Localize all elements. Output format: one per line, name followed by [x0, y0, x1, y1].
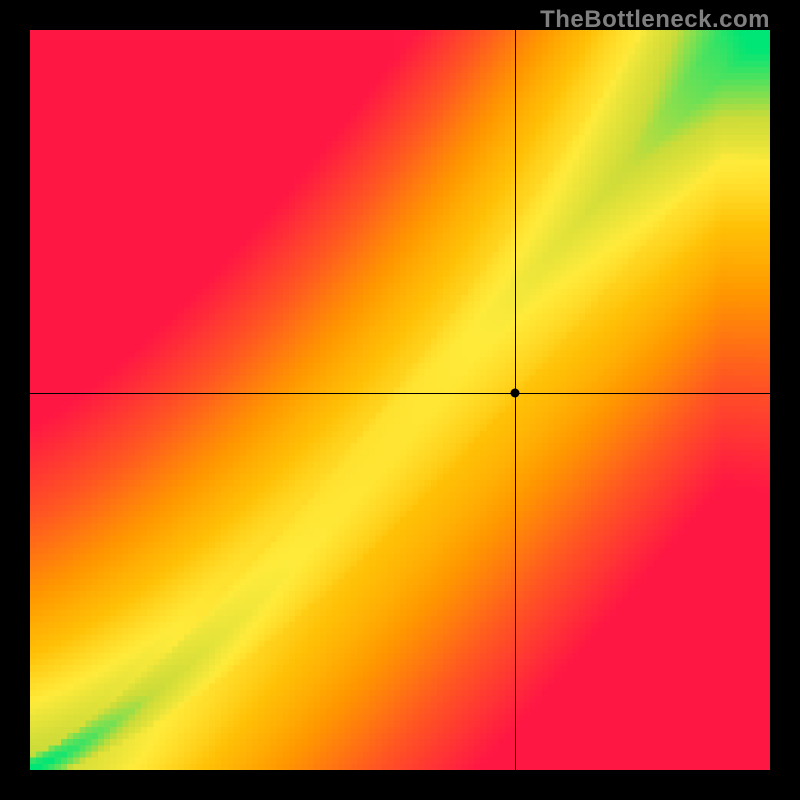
crosshair-vertical — [515, 30, 516, 770]
watermark-text: TheBottleneck.com — [540, 6, 770, 34]
heatmap-canvas — [30, 30, 770, 770]
crosshair-horizontal — [30, 393, 770, 394]
plot-area — [30, 30, 770, 770]
selection-marker[interactable] — [510, 388, 519, 397]
